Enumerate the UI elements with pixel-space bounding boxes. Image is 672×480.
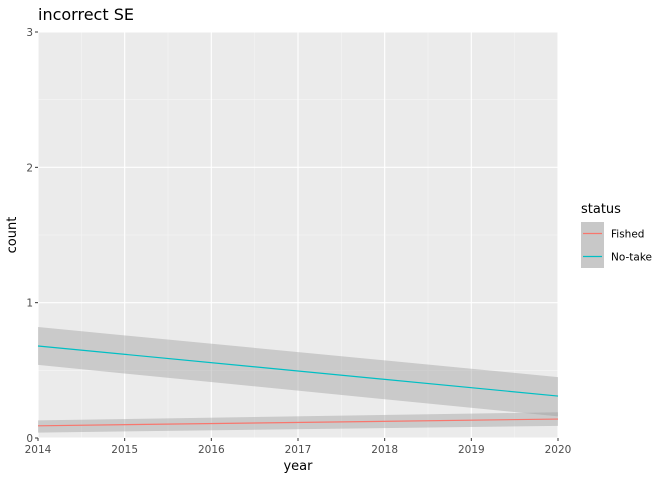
y-axis-title: count [5,217,20,254]
series-lines [37,345,559,427]
y-tick-label: 2 [26,162,33,174]
legend: status Fished No-take [581,202,652,268]
ci-ribbon [38,327,558,417]
x-tick-label: 2015 [111,444,138,456]
y-tick-label: 1 [26,298,33,310]
series-line [37,418,559,427]
grid-major [37,31,559,439]
y-tick-label: 3 [26,27,33,39]
x-tick-label: 2018 [371,444,398,456]
x-tick-label: 2017 [285,444,312,456]
x-tick-label: 2014 [25,444,52,456]
x-axis-title: year [283,459,313,474]
chart-title: incorrect SE [38,5,134,24]
y-tick-label: 0 [26,433,33,445]
y-axis: 0 1 2 3 [26,27,38,445]
legend-label: Fished [611,229,644,241]
legend-label: No-take [611,252,652,264]
legend-title: status [581,202,621,217]
x-tick-label: 2019 [458,444,485,456]
series-line [37,345,559,397]
x-tick-label: 2016 [198,444,225,456]
x-tick-label: 2020 [545,444,572,456]
x-axis: 2014 2015 2016 2017 2018 2019 2020 [25,438,572,456]
